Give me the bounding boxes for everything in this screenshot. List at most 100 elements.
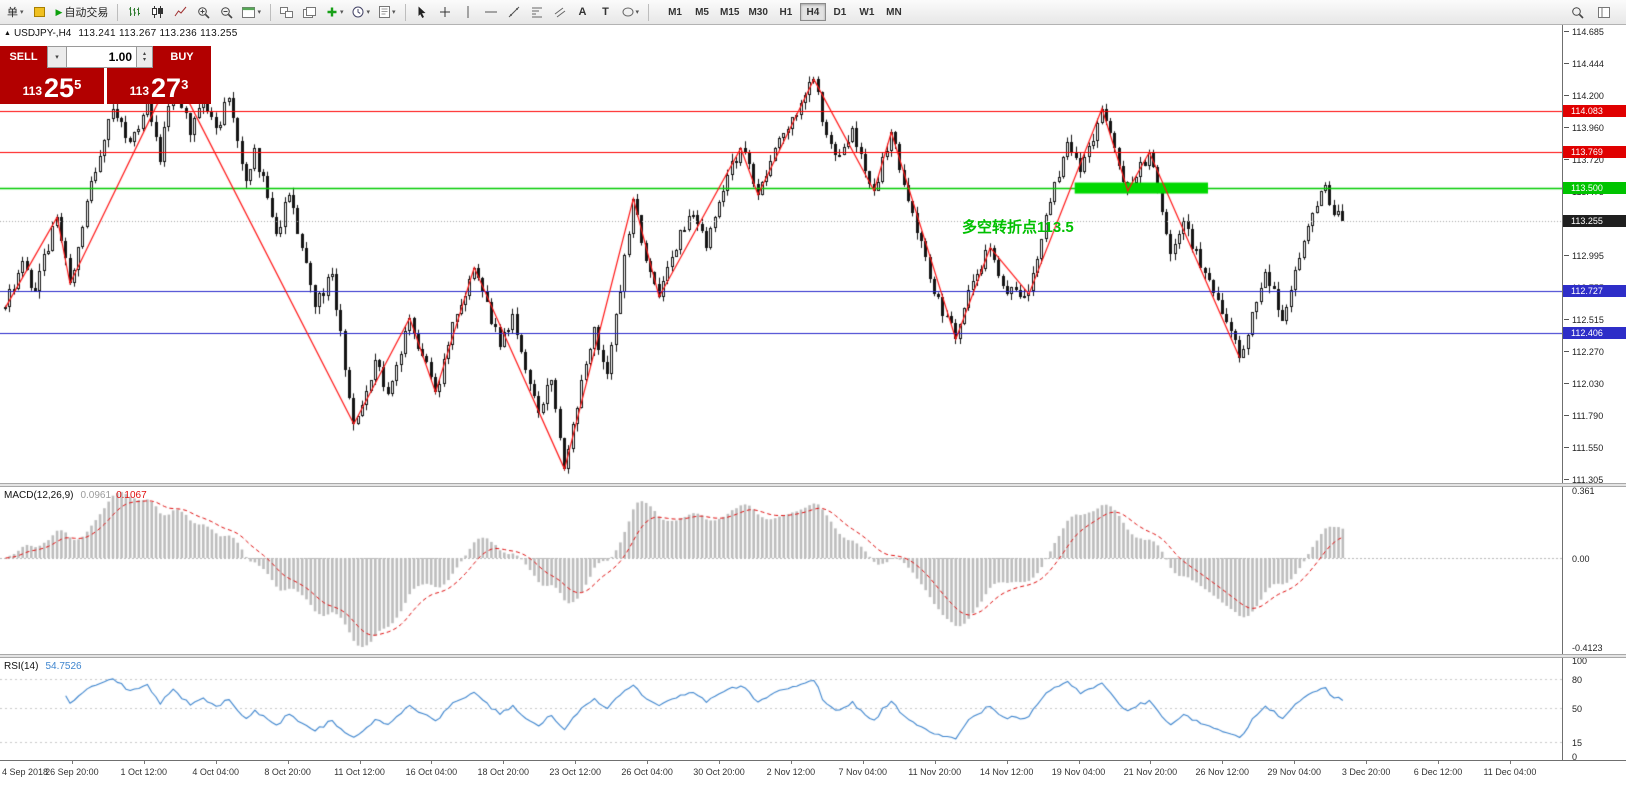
sell-price-big: 25 [44,73,75,103]
macd-main-value: 0.0961 [80,490,112,501]
price-level-badge: 113.769 [1563,146,1626,159]
price-axis-tick: 112.030 [1564,378,1604,389]
time-axis-label: 11 Oct 12:00 [334,767,385,777]
time-axis-label: 26 Sep 20:00 [45,767,99,777]
tile-windows-button[interactable] [276,2,298,23]
symbol-triangle-icon: ▲ [4,30,11,37]
price-level-badge: 112.727 [1563,284,1626,297]
trendline-button[interactable] [503,2,525,23]
templates-button[interactable]: ▾ [375,2,400,23]
fibonacci-button[interactable] [526,2,548,23]
time-axis-tick [1366,761,1368,764]
macd-axis-tick: 0.00 [1572,554,1590,564]
timeframe-mn-button[interactable]: MN [881,3,907,21]
price-scale[interactable]: 114.685114.444114.200113.960113.720113.4… [1562,25,1626,762]
timeframe-h4-button[interactable]: H4 [799,3,826,21]
pivot-annotation-text[interactable]: 多空转折点113.5 [962,219,1074,236]
time-axis-tick [1222,761,1224,764]
time-axis-label: 19 Nov 04:00 [1051,767,1106,777]
price-level-badge: 113.500 [1563,182,1626,195]
zoom-out-icon [221,6,233,19]
timeframe-m5-button[interactable]: M5 [689,3,715,21]
time-axis-tick [503,761,505,764]
bar-chart-button[interactable] [123,2,145,23]
zoom-out-button[interactable] [215,2,237,23]
price-axis-tick: 112.995 [1564,250,1604,261]
time-axis-tick [862,761,864,764]
play-icon: ▶ [55,6,63,17]
channels-button[interactable] [549,2,571,23]
timeframe-m15-button[interactable]: M15 [716,3,743,21]
crosshair-icon [439,7,450,17]
timeframe-m30-button[interactable]: M30 [744,3,771,21]
buy-price-button[interactable]: 113 27 3 [107,68,211,104]
line-chart-icon [174,6,187,17]
crosshair-button[interactable] [434,2,456,23]
rsi-axis-tick: 50 [1572,704,1583,714]
time-axis-label: 2 Nov 12:00 [766,767,816,777]
macd-signal-value: 0.1067 [116,490,147,501]
sell-price-prefix: 113 [22,84,43,98]
time-axis-label: 26 Nov 12:00 [1195,767,1250,777]
chevron-down-icon: ▾ [257,8,261,16]
timeframe-m1-button[interactable]: M1 [662,3,688,21]
new-order-button[interactable]: 单 ▾ [3,2,28,23]
horizontal-line-button[interactable] [480,2,502,23]
zoom-in-icon [198,6,210,19]
chevron-down-icon: ▾ [366,8,370,16]
candlestick-chart-button[interactable] [146,2,168,23]
panel-splitter[interactable] [0,654,1626,658]
rsi-axis-tick: 80 [1572,675,1583,686]
time-axis-tick [934,761,936,764]
stepper-up-icon[interactable]: ▴ [142,51,146,57]
vertical-line-button[interactable] [457,2,479,23]
autotrading-button[interactable]: ▶ 自动交易 [52,2,113,23]
new-order-label: 单 [7,7,18,19]
sell-button[interactable]: SELL [0,46,47,68]
metaeditor-icon [34,7,46,17]
label-button[interactable]: T [595,2,617,23]
zoom-in-button[interactable] [192,2,214,23]
shapes-button[interactable]: ▾ [618,2,644,23]
panels-button[interactable] [1593,2,1615,23]
panel-splitter[interactable] [0,483,1626,487]
timeframe-w1-button[interactable]: W1 [854,3,880,21]
volume-dropdown-button[interactable]: ▾ [47,46,67,68]
macd-canvas[interactable] [0,487,1562,654]
price-level-badge: 113.255 [1563,214,1626,227]
time-axis[interactable]: 4 Sep 2018 26 Sep 20:00 1 Oct 12:00 4 Oct 0… [0,760,1626,807]
time-axis-tick [1006,761,1008,764]
sell-price-button[interactable]: 113 25 5 [0,68,104,104]
symbol-ohlc-line: ▲ USDJPY-,H4 113.241 113.267 113.236 113.2… [4,28,238,39]
time-axis-label: 3 Dec 20:00 [1341,767,1391,777]
timeframe-h1-button[interactable]: H1 [773,3,799,21]
price-axis-tick: 111.790 [1563,410,1604,421]
price-axis-tick: 114.444 [1564,58,1604,69]
volume-stepper[interactable]: ▴ ▾ [137,46,153,68]
time-axis-label: 26 Oct 04:00 [621,767,673,777]
price-chart-canvas[interactable] [0,25,1562,483]
time-axis-label: 11 Dec 04:00 [1483,767,1537,777]
rsi-canvas[interactable] [0,658,1562,760]
cursor-button[interactable] [411,2,433,23]
cascade-windows-button[interactable] [299,2,321,23]
toolbar-separator [648,3,650,21]
timeframe-toolbar: M1 M5 M15 M30 H1 H4 D1 W1 MN [662,3,907,21]
indicators-button[interactable]: ▾ [322,2,348,23]
line-chart-button[interactable] [169,2,191,23]
rsi-value: 54.7526 [45,661,82,672]
new-chart-button[interactable]: ▾ [238,2,265,23]
autotrading-label: 自动交易 [64,7,109,19]
timeframe-d1-button[interactable]: D1 [827,3,853,21]
vertical-line-icon [467,6,468,18]
metaeditor-button[interactable] [29,2,51,23]
volume-input[interactable] [67,46,137,68]
text-button[interactable]: A [572,2,594,23]
stepper-down-icon[interactable]: ▾ [142,57,146,63]
price-axis-tick: 111.305 [1563,475,1604,486]
rsi-axis-tick: 0 [1572,752,1578,762]
time-axis-label: 6 Dec 12:00 [1413,767,1463,777]
buy-button[interactable]: BUY [153,46,211,68]
periods-button[interactable]: ▾ [348,2,374,23]
search-button[interactable] [1566,2,1588,23]
